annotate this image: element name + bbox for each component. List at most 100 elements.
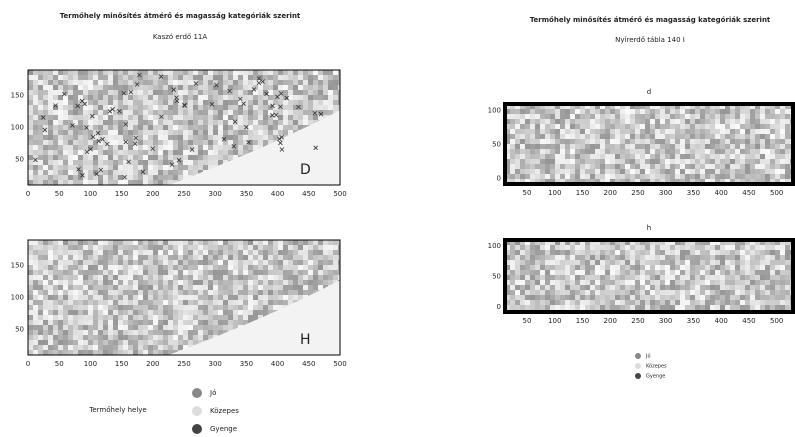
cell (520, 104, 526, 110)
cell (168, 70, 174, 76)
cell (43, 70, 49, 76)
cell (58, 80, 64, 86)
cell (193, 130, 199, 136)
cross (278, 140, 283, 146)
cell (680, 169, 686, 175)
cell (620, 124, 626, 130)
blank-area (168, 280, 340, 355)
cell (233, 265, 239, 271)
cell (565, 134, 571, 140)
cell (570, 270, 576, 276)
cell (705, 129, 711, 135)
cell (530, 139, 536, 145)
cell (660, 109, 666, 115)
cell (273, 90, 279, 96)
cell (63, 350, 69, 355)
cell (98, 250, 104, 256)
cell (685, 124, 691, 130)
cell (625, 159, 631, 165)
cell (113, 250, 119, 256)
cell (705, 285, 711, 291)
cell (780, 275, 786, 281)
cell (163, 345, 169, 351)
cell (670, 104, 676, 110)
cell (38, 290, 44, 296)
cell (510, 164, 516, 170)
cell (318, 285, 324, 291)
cell (610, 300, 616, 306)
cell (98, 305, 104, 311)
cell (103, 115, 109, 121)
cell (715, 250, 721, 256)
cell (173, 75, 179, 81)
cell (560, 154, 566, 160)
cell (273, 135, 279, 141)
y-tick-label: 100 (11, 294, 24, 302)
cell (705, 265, 711, 271)
cell (33, 165, 39, 171)
cell (163, 180, 169, 185)
cell (645, 305, 651, 311)
cell (328, 80, 334, 86)
cell (695, 275, 701, 281)
cross (279, 135, 284, 140)
cell (118, 290, 124, 296)
cell (228, 140, 234, 146)
cell (33, 100, 39, 106)
cell (138, 320, 144, 326)
cell (53, 105, 59, 111)
cell (88, 140, 94, 146)
cell (243, 140, 249, 146)
cell (68, 270, 74, 276)
cell (675, 240, 681, 246)
cell (620, 119, 626, 125)
cell (138, 250, 144, 256)
cell (293, 270, 299, 276)
cell (113, 240, 119, 246)
cell (700, 104, 706, 110)
cell (535, 240, 541, 246)
cell (525, 270, 531, 276)
cell (228, 125, 234, 131)
cell (38, 140, 44, 146)
cell (193, 155, 199, 161)
cell (620, 250, 626, 256)
cell (128, 320, 134, 326)
cell (610, 285, 616, 291)
cell (550, 179, 556, 184)
cell (63, 150, 69, 156)
cell (745, 295, 751, 301)
cell (163, 160, 169, 166)
cell (113, 350, 119, 355)
cell (233, 295, 239, 301)
cell (248, 290, 254, 296)
cell (213, 325, 219, 331)
cell (650, 300, 656, 306)
cell (258, 240, 264, 246)
cell (243, 270, 249, 276)
cell (700, 154, 706, 160)
cell (98, 265, 104, 271)
cell (540, 270, 546, 276)
cell (283, 275, 289, 281)
cell (685, 285, 691, 291)
cell (273, 265, 279, 271)
cell (635, 104, 641, 110)
cell (243, 250, 249, 256)
cell (243, 240, 249, 246)
cell (108, 265, 114, 271)
cell (183, 310, 189, 316)
cell (238, 90, 244, 96)
cell (108, 315, 114, 321)
cell (640, 114, 646, 120)
cell (570, 134, 576, 140)
cell (73, 335, 79, 341)
cell (590, 104, 596, 110)
cell (545, 174, 551, 180)
cell (28, 315, 34, 321)
cell (68, 290, 74, 296)
cell (550, 255, 556, 261)
cross (134, 82, 140, 87)
cell (68, 90, 74, 96)
cell (540, 174, 546, 180)
